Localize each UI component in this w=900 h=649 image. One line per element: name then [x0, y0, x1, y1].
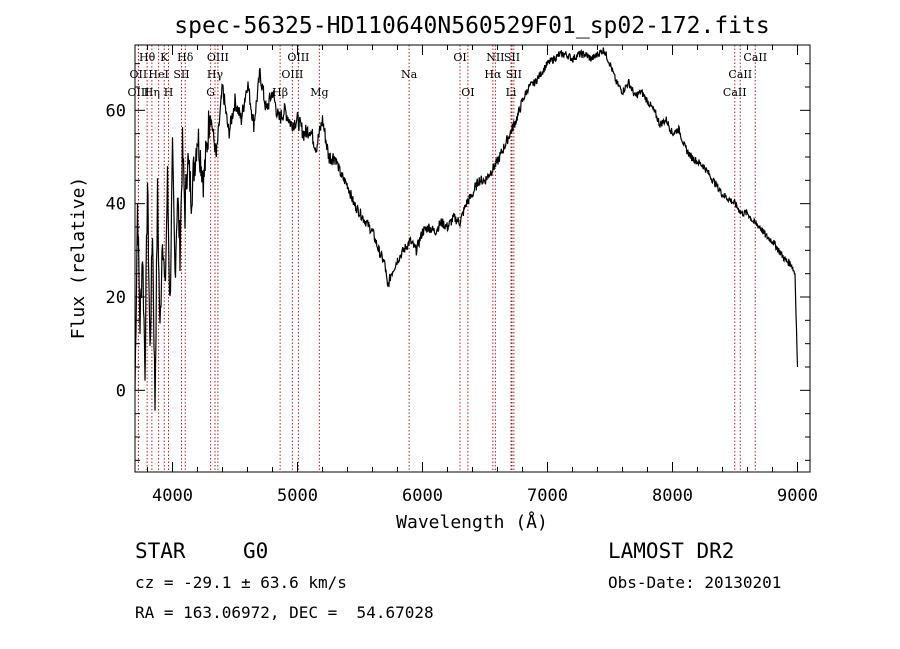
- line-marker-label: Li: [506, 86, 517, 99]
- spectrum-line: [134, 47, 799, 411]
- spectral-subclass: G0: [243, 539, 269, 563]
- y-axis-label: Flux (relative): [68, 177, 89, 340]
- line-marker-label: OIII: [127, 86, 149, 99]
- line-marker-label: Hγ: [207, 68, 224, 81]
- line-marker-label: SII: [173, 68, 189, 81]
- x-tick-label: 9000: [777, 486, 818, 506]
- line-marker-group: [137, 45, 756, 472]
- y-tick-label: 20: [106, 288, 126, 308]
- coordinates: RA = 163.06972, DEC = 54.67028: [135, 603, 434, 622]
- line-marker-label: SII: [504, 51, 520, 64]
- survey-name: LAMOST DR2: [608, 539, 735, 563]
- line-marker-label: G: [206, 86, 215, 99]
- line-marker-label: K: [160, 51, 169, 64]
- line-marker-label: OIII: [281, 68, 303, 81]
- line-marker-labels: Hθ OII OIII HeI Hη K H SII Hδ OIII Hγ G Hβ OIII OIII Mg…: [127, 51, 767, 99]
- x-axis: 4000 5000 6000 7000 8000 9000: [147, 45, 818, 506]
- y-tick-label: 40: [106, 195, 126, 215]
- line-marker-label: SII: [506, 68, 522, 81]
- line-marker-label: Hθ: [139, 51, 156, 64]
- line-marker-label: H: [164, 86, 174, 99]
- line-marker-label: HeI: [148, 68, 168, 81]
- x-tick-label: 6000: [402, 486, 443, 506]
- line-marker-label: OIII: [207, 51, 229, 64]
- line-marker-label: CaII: [728, 68, 752, 81]
- line-marker-label: Na: [401, 68, 418, 81]
- line-marker-label: Hη: [144, 86, 160, 99]
- line-marker-label: OIII: [287, 51, 309, 64]
- x-tick-label: 4000: [152, 486, 193, 506]
- line-marker-label: Hδ: [177, 51, 194, 64]
- x-tick-label: 8000: [652, 486, 693, 506]
- object-class: STAR: [135, 539, 186, 563]
- x-tick-label: 7000: [527, 486, 568, 506]
- y-tick-label: 0: [116, 381, 126, 401]
- line-marker-label: OI: [453, 51, 466, 64]
- y-tick-label: 60: [106, 101, 126, 121]
- line-marker-label: NII: [486, 51, 504, 64]
- y-axis: 0 20 40 60: [106, 63, 810, 461]
- line-marker-label: CaII: [723, 86, 747, 99]
- line-marker-label: Hβ: [272, 86, 288, 99]
- line-marker-label: Mg: [310, 86, 328, 99]
- redshift-text: cz = -29.1 ± 63.6 km/s: [135, 573, 347, 592]
- x-tick-label: 5000: [277, 486, 318, 506]
- line-marker-label: CaII: [743, 51, 767, 64]
- chart-title: spec-56325-HD110640N560529F01_sp02-172.f…: [174, 13, 769, 39]
- obs-date: Obs-Date: 20130201: [608, 573, 782, 592]
- line-marker-label: OI: [461, 86, 474, 99]
- line-marker-label: Hα: [484, 68, 502, 81]
- x-axis-label: Wavelength (Å): [396, 511, 548, 533]
- line-marker-label: OII: [130, 68, 148, 81]
